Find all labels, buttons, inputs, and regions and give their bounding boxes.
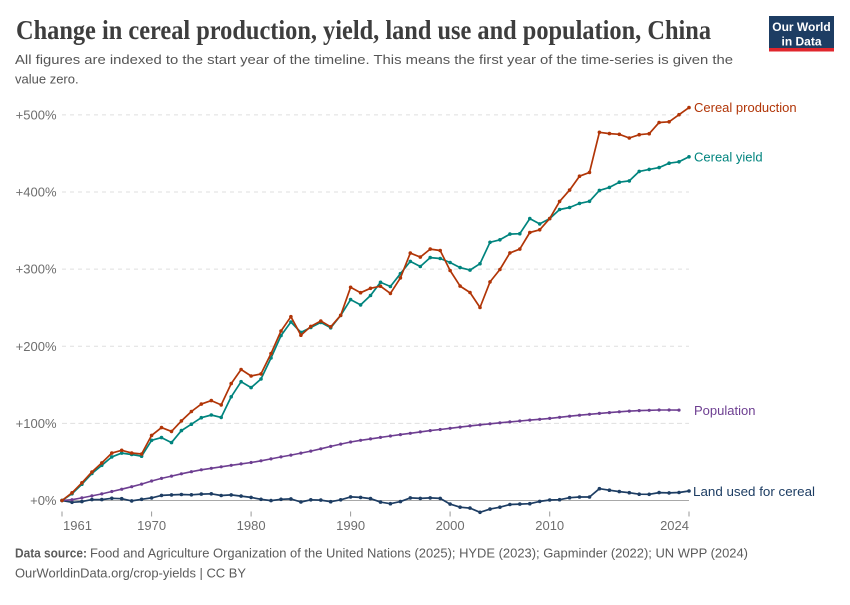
svg-text:Our World: Our World bbox=[772, 20, 830, 34]
svg-text:+0%: +0% bbox=[30, 493, 57, 508]
svg-text:All figures are indexed to the: All figures are indexed to the start yea… bbox=[15, 52, 733, 67]
svg-text:Cereal yield: Cereal yield bbox=[694, 149, 763, 164]
svg-text:OurWorldinData.org/crop-yields: OurWorldinData.org/crop-yields | CC BY bbox=[15, 567, 247, 581]
svg-text:+100%: +100% bbox=[16, 416, 57, 431]
svg-text:Cereal production: Cereal production bbox=[694, 100, 797, 115]
svg-text:Data source:: Data source: bbox=[15, 547, 87, 561]
svg-text:1961: 1961 bbox=[63, 518, 92, 533]
svg-text:Population: Population bbox=[694, 403, 755, 418]
svg-text:+200%: +200% bbox=[16, 339, 57, 354]
svg-text:in Data: in Data bbox=[781, 34, 821, 48]
svg-text:value zero.: value zero. bbox=[15, 72, 79, 87]
svg-text:+300%: +300% bbox=[16, 262, 57, 277]
svg-text:Change in cereal production, y: Change in cereal production, yield, land… bbox=[16, 14, 711, 45]
svg-text:2024: 2024 bbox=[660, 518, 689, 533]
svg-text:2010: 2010 bbox=[535, 518, 564, 533]
svg-text:1980: 1980 bbox=[237, 518, 266, 533]
svg-text:Food and Agriculture Organizat: Food and Agriculture Organization of the… bbox=[90, 547, 748, 561]
svg-text:+400%: +400% bbox=[16, 185, 57, 200]
svg-text:1990: 1990 bbox=[336, 518, 365, 533]
svg-text:2000: 2000 bbox=[436, 518, 465, 533]
svg-text:Land used for cereal: Land used for cereal bbox=[693, 484, 815, 499]
svg-text:+500%: +500% bbox=[16, 107, 57, 122]
svg-text:1970: 1970 bbox=[137, 518, 166, 533]
